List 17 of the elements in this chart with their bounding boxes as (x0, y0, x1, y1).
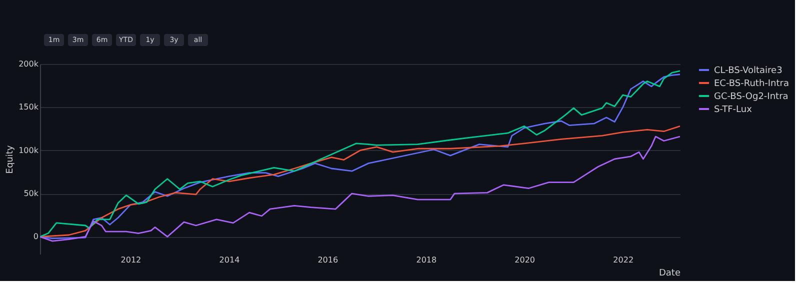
x-tick-label: 2012 (120, 256, 142, 264)
legend-label: S-TF-Lux (714, 105, 753, 115)
x-tick-label: 2018 (416, 256, 437, 264)
legend-label: EC-BS-Ruth-Intra (714, 79, 790, 89)
y-tick-label: 0 (33, 232, 38, 242)
y-tick-label: 100k (18, 146, 39, 155)
x-tick-label: 2016 (318, 256, 338, 264)
legend-label: CL-BS-Voltaire3 (714, 66, 782, 76)
legend-label: GC-BS-Og2-Intra (714, 92, 788, 102)
x-axis-title: Date (658, 268, 681, 278)
x-tick-label: 2014 (219, 256, 240, 264)
y-tick-label: 150k (18, 102, 39, 112)
x-tick-label: 2020 (514, 256, 535, 264)
y-tick-label: 50k (24, 189, 39, 198)
y-axis-title: Equity (6, 144, 16, 174)
x-tick-label: 2022 (613, 256, 634, 264)
y-tick-label: 200k (18, 60, 39, 68)
